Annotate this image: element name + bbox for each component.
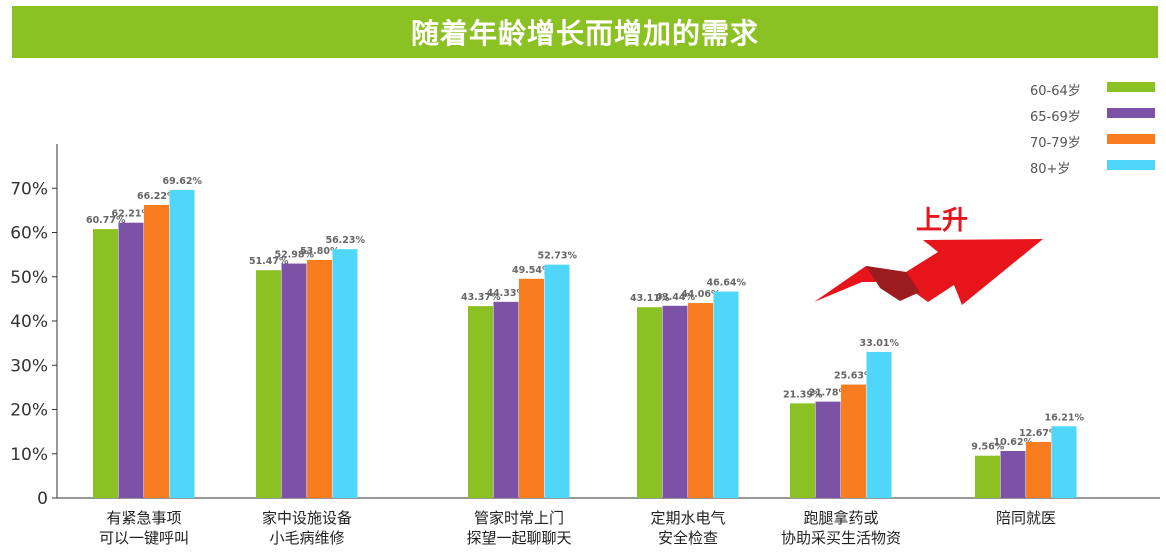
legend-item-60-64: 60-64岁 [1000, 78, 1160, 104]
data-label: 49.54% [512, 265, 552, 276]
chart-title: 随着年龄增长而增加的需求 [410, 17, 759, 50]
y-tick-label: 40% [10, 312, 48, 332]
bar [256, 270, 281, 498]
data-label: 33.01% [859, 338, 899, 349]
legend-item-80-plus: 80+岁 [1000, 156, 1160, 182]
bar [975, 455, 1000, 498]
bar [118, 222, 144, 498]
x-category-label: 陪同就医 [996, 509, 1056, 527]
bar [519, 278, 544, 498]
y-tick-label: 30% [10, 356, 48, 376]
bar [662, 305, 688, 498]
bar [468, 306, 493, 498]
y-tick-label: 70% [10, 179, 48, 199]
legend-item-65-69: 65-69岁 [1000, 104, 1160, 130]
bar [307, 259, 332, 498]
bar [637, 307, 662, 498]
y-tick-label: 10% [10, 445, 48, 465]
data-label: 43.11% [630, 293, 670, 304]
x-category-label: 管家时常上门 [474, 509, 564, 527]
bar [169, 189, 195, 498]
legend-label: 60-64岁 [1030, 84, 1081, 99]
x-category-label: 有紧急事项 [106, 509, 181, 527]
y-tick-label: 20% [10, 401, 48, 421]
legend-item-70-79: 70-79岁 [1000, 130, 1160, 156]
y-tick-label: 60% [10, 224, 48, 244]
bar [281, 263, 307, 498]
bar [688, 303, 713, 498]
x-category-label: 安全检查 [658, 529, 718, 547]
bar [144, 204, 169, 498]
x-category-label: 定期水电气 [650, 509, 725, 527]
bar [332, 249, 358, 498]
data-label: 44.06% [681, 289, 721, 300]
data-label: 69.62% [162, 176, 202, 187]
x-category-label: 协助采买生活物资 [781, 529, 901, 547]
bar [544, 264, 570, 498]
bar [1051, 426, 1077, 498]
data-label: 53.80% [300, 246, 340, 257]
legend-label: 80+岁 [1030, 162, 1071, 177]
legend-swatch [1107, 134, 1155, 144]
legend-swatch [1107, 160, 1155, 170]
data-label: 46.64% [706, 278, 746, 289]
data-label: 60.77% [86, 215, 126, 226]
data-label: 51.47% [249, 256, 289, 267]
data-label: 66.22% [137, 191, 177, 202]
x-category-label: 跑腿拿药或 [803, 509, 878, 527]
data-label: 44.33% [486, 288, 526, 299]
legend-label: 65-69岁 [1030, 110, 1081, 125]
data-label: 43.37% [461, 292, 501, 303]
data-label: 9.56% [971, 442, 1004, 453]
data-label: 12.67% [1019, 428, 1059, 439]
bar [1000, 451, 1026, 498]
bar [93, 229, 118, 498]
legend-swatch [1107, 108, 1155, 118]
bar [790, 403, 815, 498]
legend: 60-64岁 65-69岁 70-79岁 80+岁 [1000, 78, 1160, 182]
y-tick-label: 0 [37, 489, 48, 509]
data-label: 43.44% [655, 292, 695, 303]
legend-label: 70-79岁 [1030, 136, 1081, 151]
data-label: 21.78% [808, 388, 848, 399]
data-label: 10.62% [993, 437, 1033, 448]
data-label: 16.21% [1044, 412, 1084, 423]
bar [815, 401, 841, 498]
x-category-label: 家中设施设备 [262, 509, 352, 527]
bar [866, 351, 892, 498]
data-label: 56.23% [325, 235, 365, 246]
y-tick-label: 50% [10, 268, 48, 288]
bar [841, 384, 866, 498]
arrow-fold-shade [866, 266, 920, 301]
x-category-label: 探望一起聊聊天 [466, 529, 571, 547]
x-category-label: 可以一键呼叫 [99, 529, 189, 547]
data-label: 62.21% [111, 209, 151, 220]
bar [1026, 441, 1051, 498]
x-category-label: 小毛病维修 [269, 529, 344, 547]
legend-swatch [1107, 82, 1155, 92]
data-label: 25.63% [834, 371, 874, 382]
bar [713, 291, 739, 498]
data-label: 52.73% [537, 251, 577, 262]
data-label: 21.39% [783, 389, 823, 400]
title-bar: 随着年龄增长而增加的需求 [12, 6, 1158, 58]
up-right-zigzag-arrow [814, 239, 1043, 305]
annotation-text: 上升 [916, 206, 969, 236]
data-label: 52.98% [274, 250, 314, 261]
bar [493, 301, 519, 498]
